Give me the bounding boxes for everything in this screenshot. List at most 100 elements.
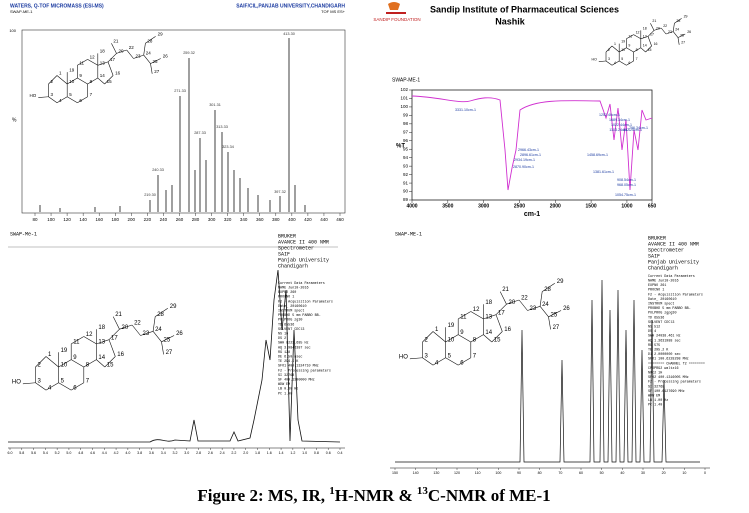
nmr-x-tick-label: 1.0 bbox=[302, 451, 307, 455]
atom-label: 18 bbox=[485, 300, 492, 306]
atom-label: 11 bbox=[460, 314, 467, 320]
bond bbox=[677, 37, 680, 45]
atom-label: 13 bbox=[98, 339, 105, 345]
nmr-parameter: DE 6.50 usec bbox=[278, 355, 302, 359]
atom-label: 14 bbox=[643, 44, 647, 48]
ir-peak-label: 2966.43cm-1 bbox=[518, 148, 539, 152]
ms-peak-label: 240.33 bbox=[152, 168, 164, 172]
ir-x-tick-label: 3500 bbox=[442, 203, 453, 209]
bond bbox=[71, 359, 84, 368]
bond bbox=[458, 311, 471, 320]
nmr-parameter: PROBHD 5 mm PABBO BB- bbox=[648, 307, 691, 311]
bond bbox=[611, 60, 620, 66]
atom-label: 17 bbox=[650, 32, 654, 36]
nmr-parameter: TD 65536 bbox=[278, 323, 294, 327]
nmr-parameter: Current Data Parameters bbox=[278, 281, 325, 286]
bond bbox=[619, 47, 627, 53]
atom-label: 29 bbox=[684, 14, 688, 18]
atom-label: 4 bbox=[614, 61, 616, 65]
atom-label: 7 bbox=[473, 353, 477, 359]
bond bbox=[527, 306, 541, 311]
atom-label: 21 bbox=[652, 19, 656, 23]
atom-label: 7 bbox=[86, 378, 90, 384]
atom-label: 11 bbox=[79, 60, 84, 65]
bond bbox=[67, 96, 78, 103]
ms-x-tick-label: 140 bbox=[79, 217, 87, 222]
ms-x-tick-label: 280 bbox=[192, 217, 200, 222]
nmr-parameter: SWH 24038.461 Hz bbox=[648, 335, 681, 339]
atom-label: 19 bbox=[61, 348, 68, 354]
nmr-x-tick-label: 0 bbox=[704, 471, 706, 475]
bond bbox=[633, 47, 641, 53]
ms-x-tick-label: 360 bbox=[256, 217, 264, 222]
nmr-x-tick-label: 4.8 bbox=[78, 451, 83, 455]
atom-label: HO bbox=[12, 379, 21, 385]
ms-header: WATERS, Q-TOF MICROMASS (ESI-MS) bbox=[10, 3, 104, 9]
atom-label: 12 bbox=[636, 31, 640, 35]
atom-label: 3 bbox=[38, 378, 42, 384]
nmr-parameter: EXPNO 261 bbox=[648, 284, 666, 288]
atom-label: 23 bbox=[530, 306, 537, 312]
nmr-parameter: PULPROG zg30 bbox=[278, 319, 302, 323]
atom-label: 20 bbox=[509, 300, 516, 306]
atom-label: 25 bbox=[680, 34, 684, 38]
nmr-parameter: TD 65536 bbox=[648, 316, 664, 320]
atom-label: 29 bbox=[158, 32, 164, 37]
nmr-parameter: CPDPRG2 waltz16 bbox=[648, 366, 679, 371]
bond bbox=[35, 356, 47, 368]
nmr-parameter: D1 2.0000000 sec bbox=[648, 353, 681, 357]
ms-y-label: % bbox=[12, 117, 17, 123]
atom-label: 26 bbox=[687, 30, 691, 34]
atom-label: 28 bbox=[544, 287, 551, 293]
bond bbox=[71, 336, 84, 345]
atom-label: 29 bbox=[170, 304, 177, 310]
bond bbox=[131, 324, 141, 336]
nmr-parameter: RG 128 bbox=[278, 351, 290, 355]
atom-label: 6 bbox=[628, 61, 630, 65]
atom-label: 10 bbox=[621, 48, 625, 52]
atom-label: 6 bbox=[73, 386, 77, 392]
bond bbox=[143, 54, 151, 64]
nmr-x-tick-label: 3.0 bbox=[184, 451, 189, 455]
nmr-instrument: SAIF bbox=[278, 251, 290, 257]
atom-label: 20 bbox=[122, 325, 129, 331]
bond bbox=[647, 30, 655, 37]
caption-sup: 13 bbox=[417, 485, 429, 497]
nmr-x-tick-label: 1.4 bbox=[279, 451, 284, 455]
bond bbox=[653, 27, 662, 31]
nmr-parameter: WDW EM bbox=[648, 394, 660, 398]
ms-x-tick-label: 100 bbox=[47, 217, 55, 222]
ms-peak-label: 413.30 bbox=[283, 32, 295, 36]
atom-label: 8 bbox=[90, 79, 93, 84]
bond bbox=[491, 331, 503, 343]
atom-label: 20 bbox=[119, 49, 125, 54]
atom-label: 2 bbox=[38, 363, 42, 369]
atom-label: 1 bbox=[435, 327, 439, 333]
atom-label: 2 bbox=[425, 338, 429, 344]
ir-x-label: cm-1 bbox=[524, 211, 540, 218]
ms-x-tick-label: 200 bbox=[128, 217, 136, 222]
ms-x-tick-label: 420 bbox=[304, 217, 312, 222]
nmr-parameter: PC 1.40 bbox=[648, 404, 662, 408]
ir-y-tick-label: 90 bbox=[403, 189, 409, 194]
nmr-parameter: F2 - Processing parameters bbox=[278, 368, 331, 373]
nmr-x-tick-label: 5.8 bbox=[19, 451, 24, 455]
ms-x-tick-label: 120 bbox=[63, 217, 71, 222]
nmr-parameter: F2 - Acquisition Parameters bbox=[648, 292, 703, 297]
atom-label: 18 bbox=[98, 325, 105, 331]
atom-label: 24 bbox=[542, 302, 549, 308]
atom-label: 10 bbox=[448, 338, 455, 344]
nmr-x-tick-label: 3.6 bbox=[149, 451, 154, 455]
atom-label: 23 bbox=[136, 54, 142, 59]
atom-label: 5 bbox=[621, 57, 623, 61]
nmr-parameter: F2 - Acquisition Parameters bbox=[278, 299, 333, 304]
bond bbox=[83, 359, 97, 368]
bond bbox=[97, 61, 109, 66]
atom-label: 25 bbox=[153, 59, 159, 64]
bond bbox=[58, 382, 72, 391]
atom-label: 14 bbox=[100, 73, 106, 78]
bond bbox=[626, 47, 634, 53]
bond bbox=[432, 357, 446, 366]
bond bbox=[598, 60, 607, 62]
atom-label: 18 bbox=[100, 49, 106, 54]
